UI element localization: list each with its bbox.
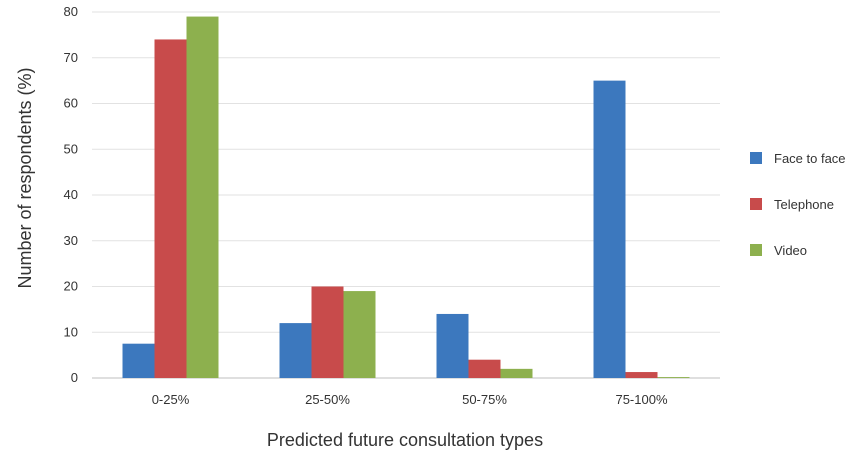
x-tick-label: 0-25%: [152, 392, 190, 407]
axes: 0 10 20 30 40 50 60 70 80 0-25% 25-50% 50-75% 75-100…: [64, 4, 668, 407]
y-tick-label: 70: [64, 50, 78, 65]
legend-swatch: [750, 244, 762, 256]
bar-telephone-25-50pct: [311, 286, 344, 378]
x-tick-label: 50-75%: [462, 392, 507, 407]
bar-face-to-face-25-50pct: [279, 323, 312, 378]
legend-label: Face to face: [774, 151, 846, 166]
bar-face-to-face-50-75pct: [436, 313, 469, 378]
y-tick-label: 80: [64, 4, 78, 19]
bar-face-to-face-0-25pct: [122, 343, 155, 378]
x-tick-label: 25-50%: [305, 392, 350, 407]
y-tick-label: 20: [64, 279, 78, 294]
y-tick-label: 0: [71, 370, 78, 385]
bar-telephone-75-100pct: [625, 372, 658, 378]
bar-telephone-0-25pct: [154, 39, 187, 378]
legend-label: Video: [774, 243, 807, 258]
bar-video-25-50pct: [343, 291, 376, 378]
bar-video-75-100pct: [657, 377, 690, 378]
y-tick-label: 50: [64, 141, 78, 156]
y-tick-label: 60: [64, 96, 78, 111]
legend-swatch: [750, 198, 762, 210]
y-axis-title: Number of respondents (%): [15, 67, 35, 288]
y-tick-label: 10: [64, 324, 78, 339]
bars: [122, 16, 690, 378]
legend-swatch: [750, 152, 762, 164]
y-tick-label: 30: [64, 233, 78, 248]
bar-telephone-50-75pct: [468, 359, 501, 378]
legend-label: Telephone: [774, 197, 834, 212]
legend: Face to face Telephone Video: [750, 151, 846, 258]
x-axis-title: Predicted future consultation types: [267, 430, 543, 450]
bar-video-0-25pct: [186, 16, 219, 378]
bar-video-50-75pct: [500, 368, 533, 378]
x-tick-label: 75-100%: [615, 392, 667, 407]
bar-face-to-face-75-100pct: [593, 80, 626, 378]
y-tick-label: 40: [64, 187, 78, 202]
